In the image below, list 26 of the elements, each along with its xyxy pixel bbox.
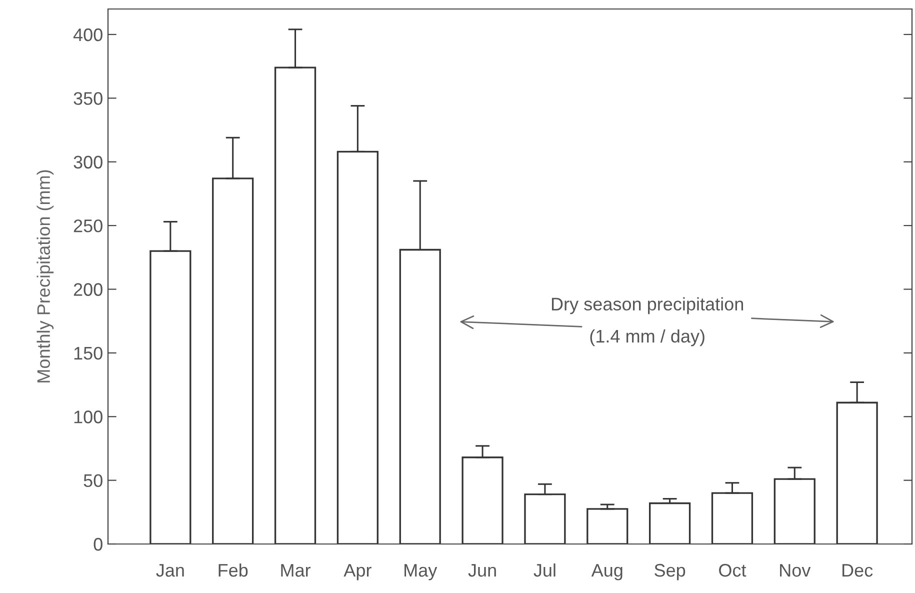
x-tick-label: Aug bbox=[591, 564, 622, 580]
y-tick-label: 100 bbox=[74, 410, 102, 424]
y-tick-label: 50 bbox=[84, 474, 102, 488]
x-tick-label: Apr bbox=[344, 564, 372, 580]
x-tick-label: May bbox=[404, 564, 438, 580]
bar bbox=[586, 508, 628, 544]
x-tick-label: Jun bbox=[468, 564, 496, 577]
x-tick-label: Sep bbox=[654, 564, 686, 580]
y-tick-label: 250 bbox=[74, 219, 102, 232]
y-tick-label: 400 bbox=[73, 28, 102, 42]
y-tick-label: 200 bbox=[74, 283, 102, 296]
annotation: Dry season precipitation bbox=[552, 297, 744, 314]
y-tick-label: 300 bbox=[74, 156, 102, 169]
x-tick-label: Jul bbox=[534, 563, 556, 577]
y-tick-label: 350 bbox=[74, 92, 102, 105]
x-tick-label: Mar bbox=[281, 564, 311, 577]
bar bbox=[648, 502, 691, 544]
x-tick-label: Nov bbox=[780, 564, 811, 577]
x-tick-label: Jan bbox=[156, 564, 184, 577]
x-tick-label: Dec bbox=[842, 564, 873, 577]
annotation: (1.4 mm / day) bbox=[590, 329, 704, 346]
x-tick-label: Oct bbox=[719, 564, 746, 577]
x-tick-label: Feb bbox=[218, 563, 248, 577]
y-tick-label: 0 bbox=[94, 538, 102, 551]
y-tick-label: 150 bbox=[74, 346, 102, 360]
y-axis-title: Monthly Precipitation (mm) bbox=[36, 170, 54, 382]
